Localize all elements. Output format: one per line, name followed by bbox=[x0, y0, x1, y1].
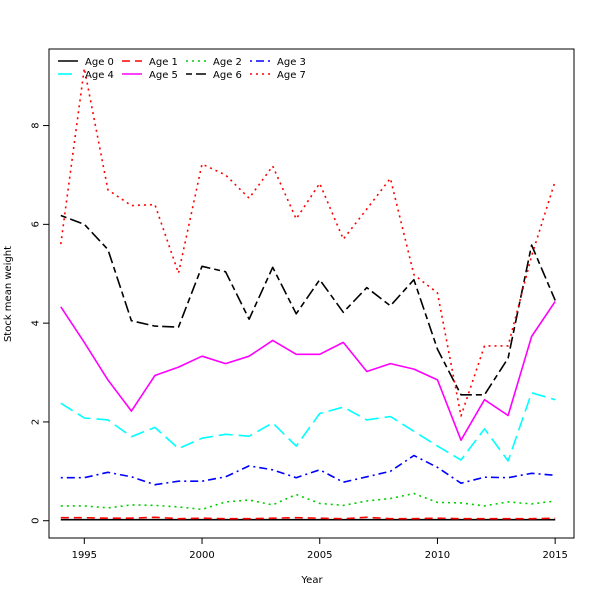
y-axis: 0 2 4 6 8 bbox=[31, 122, 49, 524]
x-axis: 1995 2000 2005 2010 2015 bbox=[72, 538, 568, 561]
legend-label-age-1: Age 1 bbox=[149, 57, 178, 68]
legend-label-age-3: Age 3 bbox=[277, 57, 306, 68]
x-tick-label: 2005 bbox=[307, 550, 332, 561]
x-tick-label: 2015 bbox=[542, 550, 567, 561]
series-line-age-3 bbox=[60, 454, 556, 486]
y-tick-label: 8 bbox=[31, 122, 42, 128]
y-tick-label: 0 bbox=[31, 518, 42, 524]
series-line-age-5 bbox=[60, 300, 556, 442]
y-tick-label: 6 bbox=[31, 221, 42, 227]
x-tick-label: 2000 bbox=[189, 550, 214, 561]
legend-label-age-0: Age 0 bbox=[85, 57, 114, 68]
y-tick-label: 4 bbox=[31, 320, 42, 326]
x-tick-label: 1995 bbox=[72, 550, 97, 561]
legend-label-age-4: Age 4 bbox=[85, 70, 114, 81]
series-line-age-2 bbox=[60, 492, 556, 511]
y-tick-label: 2 bbox=[31, 419, 42, 425]
x-axis-title: Year bbox=[300, 575, 323, 586]
legend-label-age-6: Age 6 bbox=[213, 70, 242, 81]
x-tick-label: 2010 bbox=[425, 550, 450, 561]
legend-label-age-7: Age 7 bbox=[277, 70, 306, 81]
series-layer bbox=[60, 67, 556, 521]
legend: Age 0 Age 1 Age 2 Age 3 Age 4 Age 5 Age 6 Age 7 bbox=[58, 57, 306, 81]
series-line-age-1 bbox=[60, 516, 556, 520]
series-line-age-7 bbox=[60, 67, 556, 417]
series-line-age-4 bbox=[60, 391, 556, 462]
legend-label-age-2: Age 2 bbox=[213, 57, 242, 68]
y-axis-title: Stock mean weight bbox=[3, 246, 14, 342]
plot-frame bbox=[48, 48, 575, 539]
legend-label-age-5: Age 5 bbox=[149, 70, 178, 81]
series-line-age-6 bbox=[60, 214, 556, 396]
